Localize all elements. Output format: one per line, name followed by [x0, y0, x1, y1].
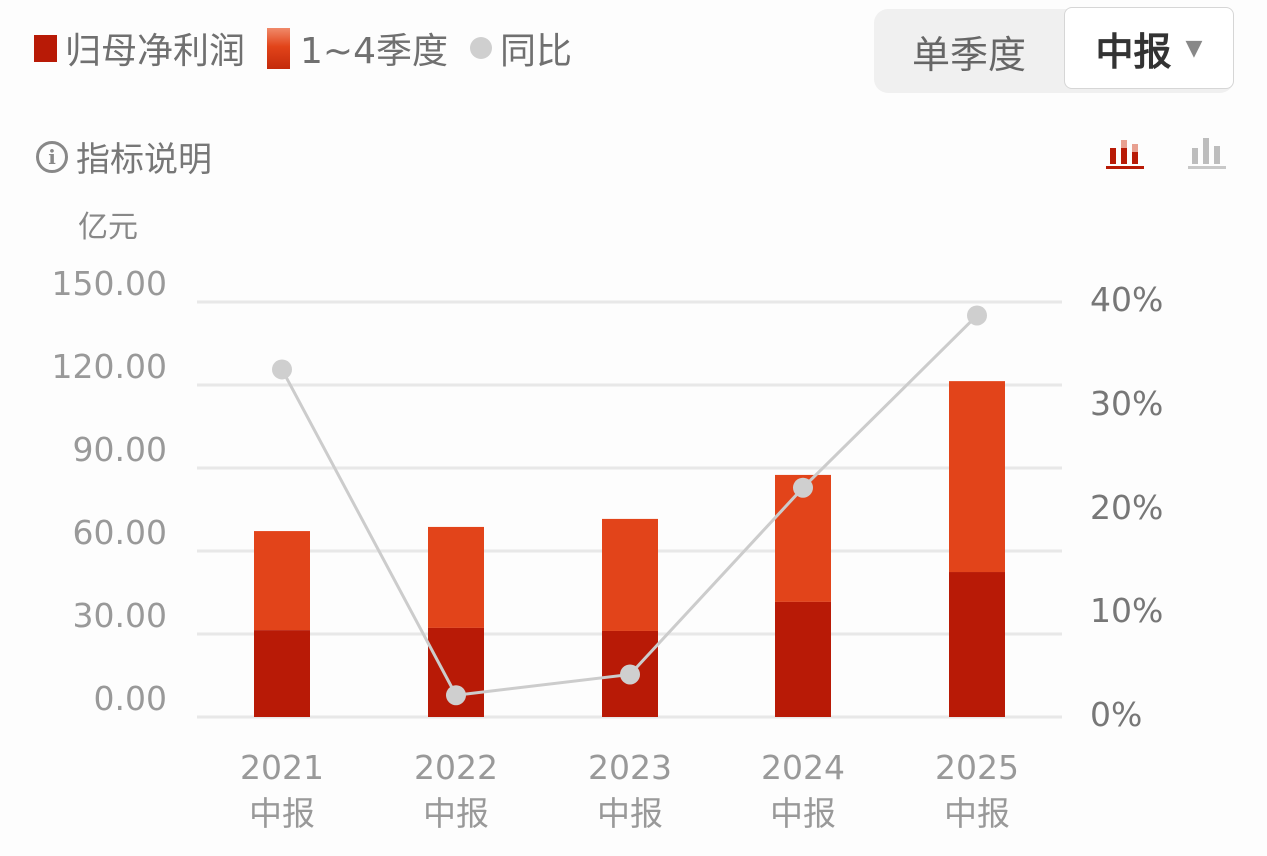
right-axis-tick: 10%: [1090, 591, 1164, 631]
plain-bar-view-icon[interactable]: [1186, 134, 1228, 170]
yoy-point[interactable]: [793, 477, 813, 498]
right-axis-tick: 0%: [1090, 695, 1143, 734]
x-axis-tick: 2022 中报: [414, 748, 498, 833]
left-axis-tick: 0.00: [93, 679, 167, 718]
bar-segment-quarters[interactable]: [254, 531, 310, 631]
left-axis-tick: 90.00: [72, 430, 167, 469]
circle-swatch-icon: [470, 37, 492, 59]
right-axis-tick: 40%: [1090, 280, 1164, 319]
x-axis-tick: 2024 中报: [761, 748, 845, 833]
info-icon: i: [36, 140, 68, 173]
caret-down-icon: ▼: [1185, 35, 1203, 61]
period-dropdown[interactable]: 中报 ▼: [1064, 7, 1234, 89]
x-axis-tick: 2023 中报: [588, 748, 672, 833]
yoy-point[interactable]: [446, 685, 466, 706]
left-axis-tick: 60.00: [72, 513, 167, 552]
bar-segment-net-profit[interactable]: [254, 630, 310, 717]
bar-segment-quarters[interactable]: [602, 518, 658, 631]
info-label: 指标说明: [76, 140, 212, 180]
yoy-point[interactable]: [620, 664, 640, 685]
bar-segment-net-profit[interactable]: [775, 601, 831, 717]
left-axis-tick: 30.00: [72, 596, 167, 635]
legend-label: 同比: [500, 31, 573, 72]
legend-item-yoy[interactable]: 同比: [470, 22, 572, 74]
tab-single-quarter[interactable]: 单季度: [874, 9, 1064, 93]
legend-item-net-profit[interactable]: 归母净利润: [34, 22, 245, 74]
yoy-point[interactable]: [272, 359, 292, 380]
left-axis-tick: 150.00: [51, 264, 167, 303]
gradient-swatch-icon: [267, 27, 291, 69]
stacked-bar-view-icon[interactable]: [1104, 134, 1146, 170]
bar-segment-quarters[interactable]: [949, 381, 1005, 573]
x-axis-tick: 2021 中报: [240, 748, 324, 833]
right-axis-tick: 30%: [1090, 383, 1164, 423]
period-toggle: 单季度 中报 ▼: [874, 7, 1234, 93]
bar-segment-quarters[interactable]: [428, 526, 484, 628]
x-axis-tick: 2025 中报: [935, 748, 1019, 833]
legend-label: 归母净利润: [65, 31, 246, 72]
left-axis-tick: 120.00: [51, 347, 167, 386]
square-swatch-icon: [34, 34, 57, 62]
legend-label: 1~4季度: [300, 31, 448, 72]
bar-segment-net-profit[interactable]: [949, 572, 1005, 717]
yoy-point[interactable]: [967, 305, 987, 326]
left-axis-unit: 亿元: [78, 210, 138, 245]
legend-item-quarters[interactable]: 1~4季度: [267, 22, 448, 74]
dropdown-label: 中报: [1095, 29, 1172, 74]
indicator-explanation-link[interactable]: i 指标说明: [36, 132, 212, 181]
tab-label: 单季度: [911, 32, 1026, 77]
chart-legend: 归母净利润 1~4季度 同比: [34, 24, 594, 72]
right-axis-tick: 20%: [1090, 487, 1164, 527]
